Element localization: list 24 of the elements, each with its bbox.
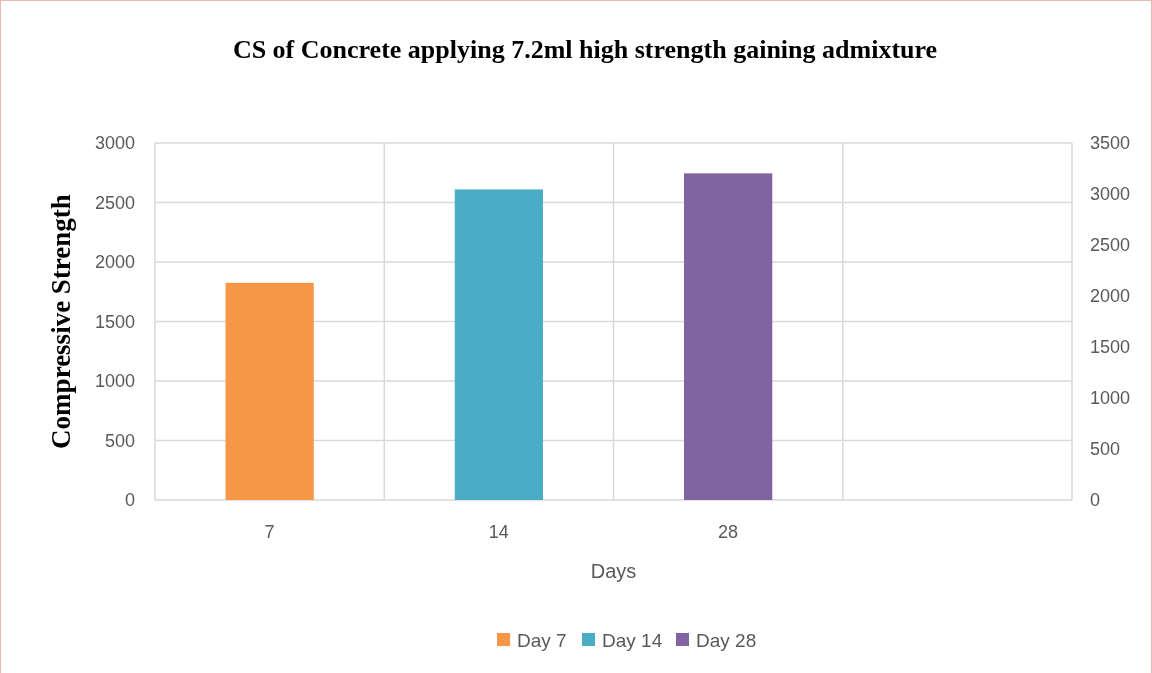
y-tick-label: 2000 xyxy=(94,252,135,273)
y2-tick-label: 1000 xyxy=(1090,388,1131,409)
x-tick-label: 14 xyxy=(488,522,509,542)
y2-tick-label: 3500 xyxy=(1090,133,1131,154)
y2-tick-label: 0 xyxy=(1090,490,1101,511)
y-tick-label: 500 xyxy=(104,430,135,451)
legend-label: Day 14 xyxy=(602,629,663,651)
y2-tick-label: 500 xyxy=(1090,439,1121,460)
y-axis-title: Compressive Strength xyxy=(46,194,76,449)
y2-tick-label: 3000 xyxy=(1090,184,1131,205)
y-tick-label: 0 xyxy=(124,490,135,511)
chart-title: CS of Concrete applying 7.2ml high strength gaining admixture xyxy=(232,35,938,64)
y-tick-label: 2500 xyxy=(94,192,135,213)
y-tick-label: 1500 xyxy=(94,311,135,332)
y2-tick-label: 2500 xyxy=(1090,235,1131,256)
x-tick-label: 28 xyxy=(718,522,739,542)
y-tick-label: 3000 xyxy=(94,133,135,154)
legend-label: Day 7 xyxy=(517,629,567,651)
y-tick-label: 1000 xyxy=(94,371,135,392)
y2-tick-label: 2000 xyxy=(1090,286,1131,307)
x-tick-label: 7 xyxy=(264,522,275,542)
legend-label: Day 28 xyxy=(696,629,757,651)
x-axis-title: Days xyxy=(590,560,637,582)
y2-tick-label: 1500 xyxy=(1090,337,1131,358)
